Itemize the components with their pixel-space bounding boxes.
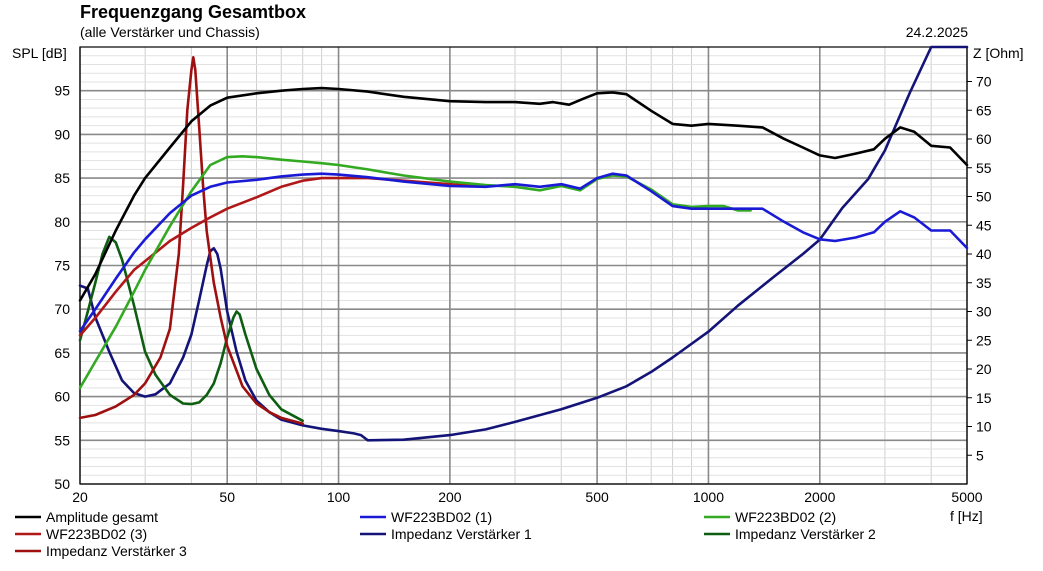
y-tick-label-left: 90	[54, 126, 70, 142]
y-tick-label-left: 95	[54, 83, 70, 99]
series-line-impedanz-verst-rker-2	[78, 235, 305, 423]
series-line-wf223bd02-1	[78, 172, 969, 333]
x-tick-label: 200	[438, 489, 462, 505]
y-tick-label-left: 80	[54, 214, 70, 230]
series-line-wf223bd02-2	[78, 155, 752, 390]
y-tick-label-right: 55	[976, 160, 992, 176]
legend-label-wf223bd02-2: WF223BD02 (2)	[735, 509, 836, 525]
y-tick-label-left: 50	[54, 476, 70, 492]
y-tick-label-left: 65	[54, 345, 70, 361]
y-tick-label-left: 60	[54, 389, 70, 405]
y-tick-label-right: 20	[976, 361, 992, 377]
legend-label-impedanz-verst-rker-3: Impedanz Verstärker 3	[46, 543, 187, 559]
y-tick-label-right: 40	[976, 246, 992, 262]
series-line-amplitude-gesamt	[78, 86, 969, 302]
y-tick-label-right: 70	[976, 74, 992, 90]
y-tick-label-right: 65	[976, 102, 992, 118]
y-tick-label-right: 35	[976, 275, 992, 291]
y-tick-label-left: 70	[54, 301, 70, 317]
series-layer	[78, 45, 969, 442]
legend: Amplitude gesamt WF223BD02 (1) WF223BD02 (…	[15, 509, 876, 559]
plot-frame	[79, 46, 968, 485]
chart-title: Frequenzgang Gesamtbox	[80, 2, 307, 22]
x-tick-label: 1000	[693, 489, 724, 505]
x-tick-label: 100	[327, 489, 351, 505]
legend-label-impedanz-verst-rker-1: Impedanz Verstärker 1	[391, 526, 532, 542]
chart-subtitle: (alle Verstärker und Chassis)	[80, 24, 260, 40]
x-tick-label: 500	[585, 489, 609, 505]
tick-labels: 20 50 100 200 500 1000 2000 5000505560657075808…	[54, 74, 991, 506]
x-tick-label: 2000	[804, 489, 835, 505]
y-tick-label-left: 75	[54, 258, 70, 274]
chart-date: 24.2.2025	[905, 24, 968, 40]
y-tick-label-right: 10	[976, 419, 992, 435]
y-tick-label-right: 60	[976, 131, 992, 147]
y-tick-label-right: 5	[976, 447, 984, 463]
y-tick-label-right: 45	[976, 217, 992, 233]
series-line-impedanz-verst-rker-1	[78, 45, 969, 442]
x-tick-label: 5000	[951, 489, 982, 505]
y-tick-label-right: 15	[976, 390, 992, 406]
y-tick-label-left: 55	[54, 432, 70, 448]
x-axis-label: f [Hz]	[950, 508, 983, 524]
y-axis-label-left: SPL [dB]	[12, 45, 67, 61]
y-axis-label-right: Z [Ohm]	[973, 45, 1024, 61]
y-tick-label-right: 50	[976, 189, 992, 205]
x-tick-label: 50	[219, 489, 235, 505]
legend-label-wf223bd02-1: WF223BD02 (1)	[391, 509, 492, 525]
y-tick-label-left: 85	[54, 170, 70, 186]
legend-label-wf223bd02-3: WF223BD02 (3)	[46, 526, 147, 542]
x-tick-label: 20	[72, 489, 88, 505]
legend-label-amplitude-gesamt: Amplitude gesamt	[46, 509, 158, 525]
y-tick-label-right: 30	[976, 304, 992, 320]
legend-label-impedanz-verst-rker-2: Impedanz Verstärker 2	[735, 526, 876, 542]
y-tick-label-right: 25	[976, 332, 992, 348]
series-line-impedanz-verst-rker-3	[78, 55, 305, 425]
